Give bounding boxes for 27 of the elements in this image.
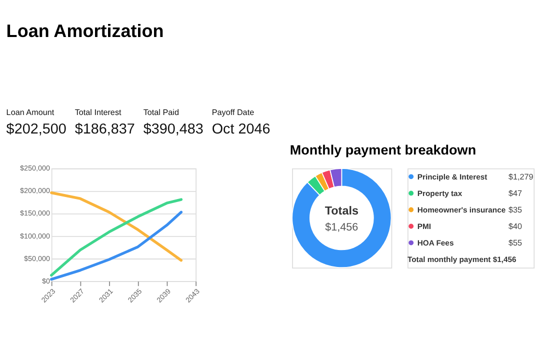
text: $202,500 — [6, 121, 66, 138]
y-tick-label: $200,000 — [20, 186, 50, 196]
data-label: $47 — [508, 188, 522, 198]
chart-title: Loan Amortization — [6, 20, 164, 41]
y-tick-label: $0 — [42, 276, 50, 286]
text: Oct 2046 — [212, 121, 270, 138]
data-label: $1,279 — [508, 172, 534, 182]
donut-slice — [306, 176, 326, 196]
text: Totals — [324, 204, 359, 218]
y-tick-label: $150,000 — [20, 208, 50, 218]
data-label: $40 — [508, 222, 522, 231]
line-series — [50, 191, 183, 262]
y-tick-label: $50,000 — [24, 254, 50, 263]
data-label: $55 — [508, 238, 522, 248]
text: $390,483 — [143, 121, 204, 138]
text: Loan Amount — [6, 108, 55, 118]
chart-title: Monthly payment breakdown — [290, 142, 476, 158]
y-tick-label: $100,000 — [20, 231, 50, 240]
y-tick-label: $250,000 — [20, 164, 50, 173]
text: $1,456 — [325, 222, 358, 234]
line-series — [50, 210, 183, 281]
text: $186,837 — [74, 121, 135, 138]
data-label: $35 — [508, 205, 522, 214]
text: Payoff Date — [212, 108, 255, 118]
text: Total Interest — [74, 108, 122, 118]
text: Total Paid — [143, 108, 179, 118]
line-series — [50, 198, 183, 277]
